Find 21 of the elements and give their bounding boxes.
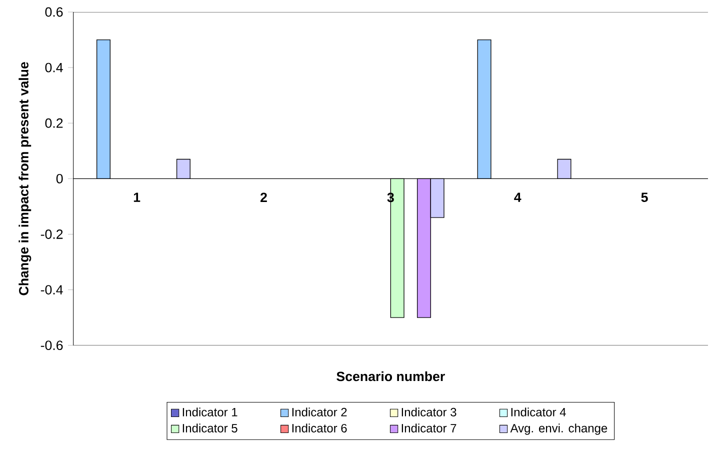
legend-label: Avg. envi. change xyxy=(510,424,608,435)
x-tick-label: 1 xyxy=(134,192,140,202)
legend-label: Indicator 7 xyxy=(402,424,456,432)
y-tick-label: 0.4 xyxy=(45,62,63,72)
x-tick-label: 5 xyxy=(641,192,648,202)
y-tick-label: 0.2 xyxy=(45,118,63,128)
x-axis-title: Scenario number xyxy=(336,371,445,382)
y-tick-label: -0.6 xyxy=(40,340,63,350)
legend-label: Indicator 4 xyxy=(511,408,566,416)
y-tick-label: -0.4 xyxy=(40,285,63,294)
x-tick-label: 2 xyxy=(260,192,267,202)
legend-label: Indicator 2 xyxy=(292,408,347,416)
y-tick-label: -0.2 xyxy=(40,230,63,239)
legend-label: Indicator 1 xyxy=(182,408,238,416)
x-tick-label: 4 xyxy=(514,192,522,202)
legend-label: Indicator 5 xyxy=(182,424,238,432)
legend-label: Indicator 6 xyxy=(292,424,347,432)
legend-label: Indicator 3 xyxy=(402,408,456,416)
y-tick-label: 0 xyxy=(56,174,63,184)
y-axis-title: Change in impact from present value xyxy=(18,62,32,296)
y-tick-label: 0.6 xyxy=(45,7,63,17)
